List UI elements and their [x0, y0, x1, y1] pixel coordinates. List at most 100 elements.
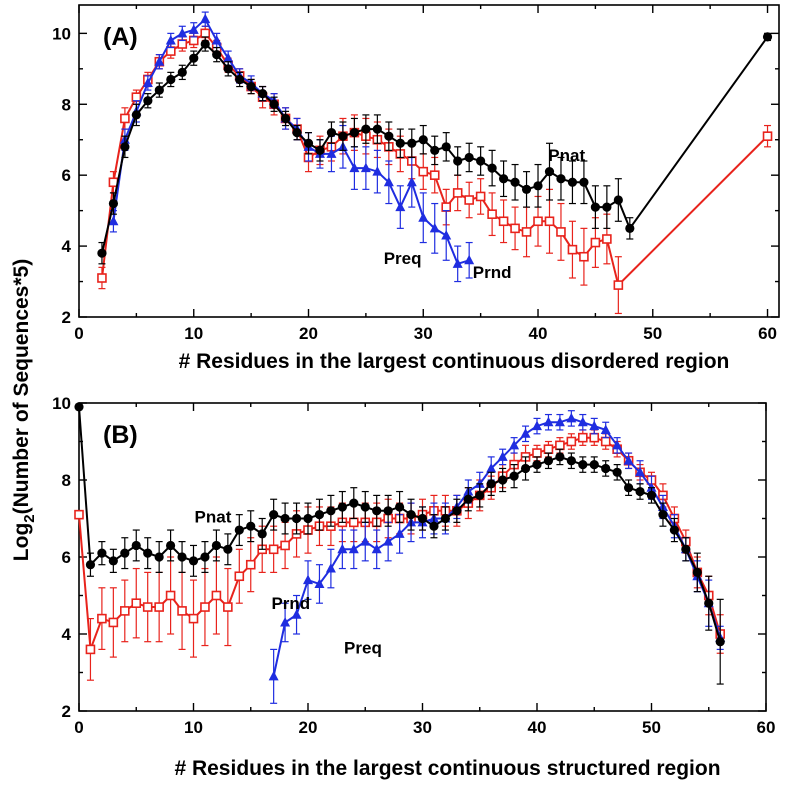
data-point-pnat [200, 552, 210, 562]
y-tick-label-a: 8 [62, 95, 71, 114]
data-point-pnat [441, 142, 451, 152]
data-point-prnd [74, 509, 84, 520]
data-point-prnd [108, 617, 119, 628]
data-point-pnat [188, 556, 199, 566]
data-point-pnat [315, 145, 325, 155]
panel-label-a: (A) [103, 23, 138, 51]
data-point-preq [314, 578, 325, 588]
data-point-preq [154, 56, 165, 66]
data-point-pnat [418, 135, 428, 145]
data-point-prnd [510, 223, 520, 234]
data-point-preq [554, 416, 565, 427]
data-point-prnd [464, 195, 474, 205]
data-point-pnat [715, 637, 725, 647]
data-point-prnd [452, 188, 463, 198]
data-point-pnat [407, 138, 417, 148]
data-point-prnd [521, 227, 532, 237]
data-point-pnat [74, 402, 84, 412]
data-point-preq [360, 162, 371, 173]
data-point-prnd [280, 540, 290, 551]
data-point-pnat [384, 131, 394, 141]
data-point-pnat [108, 198, 119, 209]
data-point-prnd [475, 191, 486, 202]
y-tick-label-a: 6 [62, 166, 71, 185]
series-annotation-preq: Preq [384, 249, 422, 268]
data-point-prnd [97, 273, 107, 283]
y-tick-label-b: 2 [62, 702, 71, 721]
x-tick-label-b: 30 [413, 718, 432, 737]
data-point-preq [532, 420, 542, 431]
data-point-prnd [590, 237, 601, 248]
data-point-prnd [556, 227, 566, 237]
x-tick-label-b: 60 [757, 718, 776, 737]
data-point-pnat [452, 506, 462, 516]
data-point-pnat [395, 502, 405, 512]
data-point-pnat [406, 510, 416, 520]
data-point-prnd [613, 280, 624, 290]
data-point-pnat [589, 460, 599, 470]
data-point-preq [646, 482, 657, 492]
data-point-pnat [166, 74, 176, 85]
series-preq-a [108, 11, 475, 283]
data-point-prnd [188, 613, 199, 624]
data-point-pnat [579, 177, 589, 187]
data-point-pnat [556, 174, 566, 184]
data-point-pnat [211, 540, 221, 551]
data-point-preq [441, 229, 452, 240]
data-point-preq [303, 574, 313, 585]
data-point-preq [188, 24, 199, 34]
y-tick-label-a: 10 [52, 24, 71, 43]
data-point-preq [349, 162, 360, 173]
x-tick-label-a: 10 [184, 324, 203, 343]
data-point-preq [566, 412, 577, 423]
data-point-pnat [532, 460, 542, 470]
data-point-pnat [613, 195, 623, 205]
series-pnat-a [97, 32, 773, 265]
data-point-prnd [268, 544, 279, 555]
data-point-pnat [154, 85, 164, 95]
data-point-preq [452, 258, 463, 268]
data-point-prnd [589, 432, 600, 443]
data-point-prnd [142, 602, 153, 612]
data-point-prnd [348, 517, 359, 528]
series-line-preq [272, 417, 722, 677]
panel-a: 0 10 20 30 40 50 60 2 4 6 8 10 # Residues in the lar… [52, 4, 780, 373]
data-point-pnat [108, 556, 118, 566]
data-point-pnat [543, 456, 554, 466]
data-point-prnd [532, 448, 542, 458]
data-point-pnat [120, 548, 130, 558]
data-point-pnat [544, 167, 555, 177]
data-point-pnat [658, 510, 668, 520]
x-tick-label-b: 20 [299, 718, 318, 737]
data-point-pnat [612, 467, 622, 477]
data-point-pnat [429, 521, 439, 531]
data-point-pnat [166, 540, 176, 551]
data-point-prnd [234, 571, 245, 582]
data-point-prnd [418, 166, 429, 177]
data-point-pnat [349, 498, 359, 508]
data-point-pnat [131, 540, 141, 551]
data-point-pnat [475, 490, 485, 500]
data-point-preq [142, 77, 153, 87]
data-point-pnat [246, 81, 256, 92]
data-point-preq [509, 439, 520, 450]
data-point-prnd [567, 244, 578, 255]
x-tick-label-a: 50 [643, 324, 662, 343]
data-point-preq [464, 254, 475, 265]
data-point-pnat [337, 502, 347, 512]
data-point-prnd [555, 440, 565, 451]
data-point-preq [268, 670, 279, 681]
data-point-pnat [669, 525, 680, 535]
series-annotation-pnat: Pnat [548, 146, 585, 165]
x-tick-label-a: 30 [414, 324, 433, 343]
data-point-pnat [681, 544, 691, 554]
data-point-prnd [441, 202, 452, 212]
y-axis-label-main: Log [10, 523, 33, 561]
data-point-pnat [521, 184, 532, 194]
data-point-preq [520, 428, 531, 438]
data-point-pnat [303, 513, 313, 524]
data-point-prnd [120, 606, 130, 616]
data-point-pnat [200, 39, 210, 49]
data-point-pnat [97, 548, 107, 558]
